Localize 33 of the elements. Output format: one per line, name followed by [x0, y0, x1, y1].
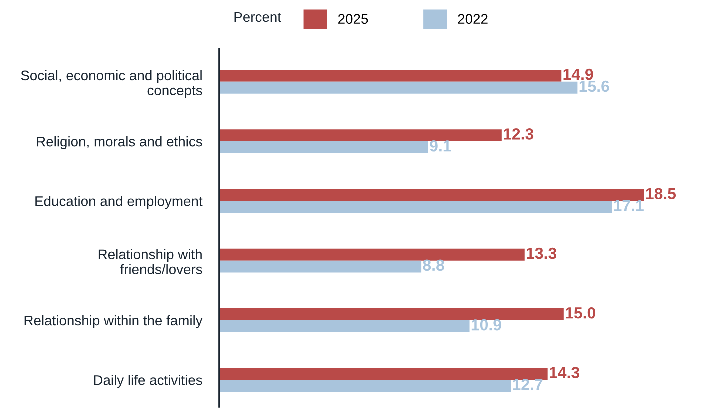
y-tick-label: Social, economic and political concepts: [21, 70, 202, 98]
bar: [219, 260, 422, 273]
y-tick-label: Education and employment: [36, 196, 203, 210]
y-tick-label: Daily life activities: [94, 375, 202, 388]
bar: [219, 70, 562, 82]
bar: [219, 130, 502, 142]
data-label: 12.3: [504, 128, 534, 140]
legend-label: 2022: [458, 14, 488, 24]
y-tick-label: Relationship within the family: [24, 315, 203, 328]
data-label: 12.7: [513, 379, 543, 390]
data-label: 15.0: [566, 307, 596, 319]
bar: [219, 380, 512, 392]
data-label: 15.6: [580, 80, 610, 92]
bar: [219, 201, 612, 214]
bar: [219, 142, 428, 154]
bar: [219, 368, 548, 380]
y-tick-label: Religion, morals and ethics: [37, 136, 202, 150]
data-label: 13.3: [527, 248, 557, 260]
data-label: 10.9: [472, 319, 502, 331]
data-label: 18.5: [646, 188, 676, 200]
legend-label: 2025: [338, 14, 368, 24]
bar: [219, 248, 525, 261]
legend-title: Percent: [234, 12, 282, 22]
bar: [219, 189, 644, 202]
bar: [219, 320, 470, 332]
data-label: 14.3: [550, 367, 580, 378]
data-label: 17.1: [614, 200, 644, 212]
data-label: 14.9: [564, 68, 594, 80]
bar: [219, 308, 564, 320]
bar: [219, 82, 578, 94]
data-label: 9.1: [430, 140, 452, 152]
y-tick-label: Relationship with friends/lovers: [98, 249, 202, 274]
data-label: 8.8: [423, 260, 444, 272]
